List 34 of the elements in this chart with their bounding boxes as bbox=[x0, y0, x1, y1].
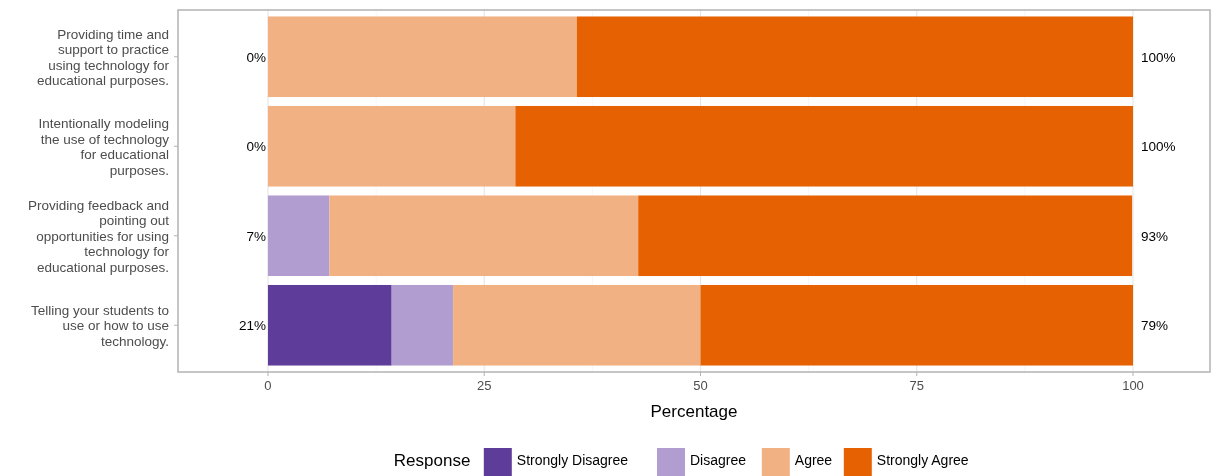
annotation: 100% bbox=[1141, 49, 1176, 65]
bar bbox=[329, 195, 639, 277]
y-tick-label: Providing feedback and pointing out opportunities for using technology for educational purposes. bbox=[27, 197, 170, 275]
y-tick-label: Providing time and support to practice using technology for educational purposes. bbox=[36, 26, 170, 88]
bar bbox=[267, 105, 516, 187]
x-tick-label: 0 bbox=[264, 378, 272, 393]
bar bbox=[576, 16, 1134, 98]
annotation: 0% bbox=[246, 49, 266, 65]
annotation: 7% bbox=[246, 228, 266, 244]
bar bbox=[267, 195, 330, 277]
annotation: 93% bbox=[1141, 228, 1169, 244]
bar bbox=[515, 105, 1134, 187]
annotation: 21% bbox=[238, 318, 266, 334]
legend-title: Response bbox=[393, 451, 471, 470]
legend-label: Strongly Disagree bbox=[516, 452, 629, 468]
bar bbox=[700, 284, 1134, 366]
annotation: 0% bbox=[246, 139, 266, 155]
annotation: 100% bbox=[1141, 139, 1176, 155]
bar bbox=[638, 195, 1133, 277]
x-tick-label: 50 bbox=[693, 378, 708, 393]
bar bbox=[267, 16, 577, 98]
y-tick-label: Intentionally modeling the use of technology for educational purposes. bbox=[38, 116, 170, 178]
legend-label: Strongly Agree bbox=[876, 452, 969, 468]
annotation: 79% bbox=[1141, 318, 1169, 334]
y-tick-label: Telling your students to use or how to use technology. bbox=[30, 302, 169, 349]
legend-label: Agree bbox=[794, 452, 833, 468]
legend-label: Disagree bbox=[690, 452, 747, 468]
x-tick-label: 75 bbox=[909, 378, 924, 393]
x-tick-label: 100 bbox=[1122, 378, 1144, 393]
bar bbox=[267, 284, 392, 366]
bar bbox=[391, 284, 454, 366]
bar bbox=[453, 284, 701, 366]
x-axis-title: Percentage bbox=[650, 402, 738, 421]
x-tick-label: 25 bbox=[476, 378, 492, 393]
